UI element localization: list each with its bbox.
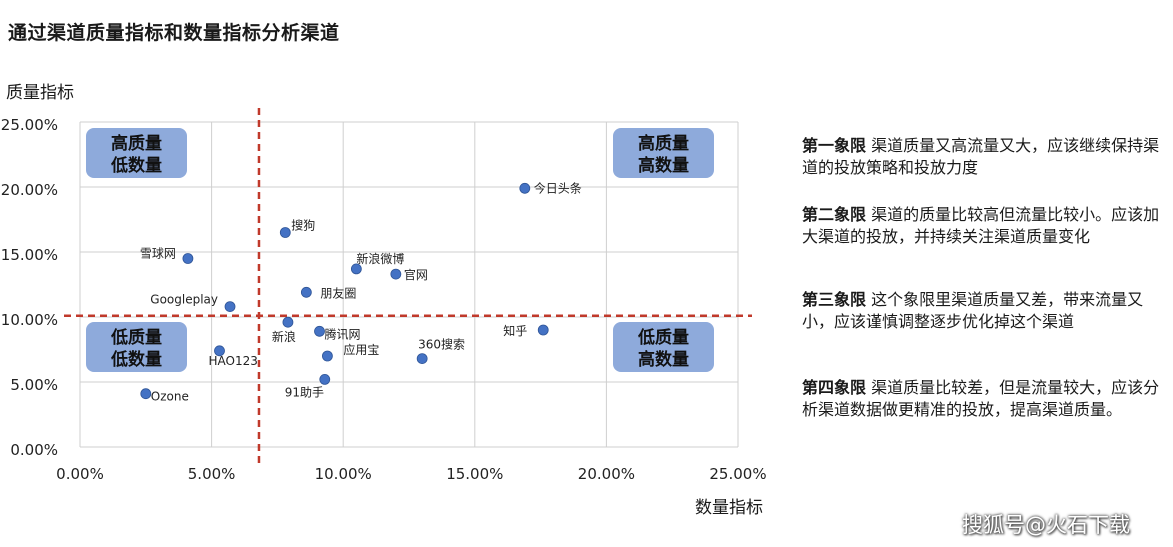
data-point [537, 324, 549, 336]
watermark: 搜狐号@火石下载 [962, 513, 1130, 537]
point-label: 官网 [404, 267, 428, 282]
point-label: 朋友圈 [320, 286, 356, 300]
x-tick-label: 0.00% [56, 465, 104, 483]
chart-title: 通过渠道质量指标和数量指标分析渠道 [8, 22, 340, 44]
quadrant-desc-2: 第二象限 渠道的质量比较高但流量比较小。应该加大渠道的投放，并持续关注渠道质量变… [802, 204, 1164, 248]
y-tick-label: 0.00% [10, 441, 58, 459]
point-label: 雪球网 [140, 247, 176, 261]
y-tick-label: 5.00% [10, 376, 58, 394]
x-tick-label: 20.00% [578, 465, 635, 483]
data-point [282, 316, 294, 328]
quadrant-box-high-quality-high-quantity [613, 128, 714, 178]
x-axis-label: 数量指标 [695, 498, 763, 518]
quadrant-box-high-quality-low-quantity [86, 128, 187, 178]
point-label: 91助手 [285, 385, 324, 399]
quadrant-desc-4: 第四象限 渠道质量比较差，但是流量较大，应该分析渠道数据做更精准的投放，提高渠道… [802, 377, 1164, 421]
quadrant-desc-4-head: 第四象限 [802, 378, 867, 397]
y-axis-label: 质量指标 [6, 83, 74, 103]
data-point [416, 353, 428, 365]
data-point [350, 263, 362, 275]
x-tick-label: 15.00% [446, 465, 503, 483]
data-point [279, 227, 291, 238]
data-point [519, 182, 531, 194]
quadrant-desc-1-head: 第一象限 [802, 136, 867, 155]
data-point [300, 286, 312, 298]
quadrant-desc-3: 第三象限 这个象限里渠道质量又差，带来流量又小，应该谨慎调整逐步优化掉这个渠道 [802, 289, 1164, 333]
quadrant-box-low-quality-high-quantity-line2: 高数量 [638, 349, 689, 370]
data-point [214, 345, 225, 357]
x-tick-label: 10.00% [315, 465, 372, 483]
point-label: 360搜索 [418, 337, 465, 352]
quadrant-box-low-quality-high-quantity [613, 322, 714, 372]
data-point [224, 301, 236, 313]
point-label: HAO123 [208, 354, 257, 368]
quadrant-desc-1: 第一象限 渠道质量又高流量又大，应该继续保持渠道的投放策略和投放力度 [802, 135, 1164, 179]
data-point [182, 253, 194, 264]
quadrant-desc-1-text: 渠道质量又高流量又大，应该继续保持渠道的投放策略和投放力度 [802, 136, 1160, 177]
point-label: 新浪 [272, 329, 296, 344]
quadrant-desc-4-text: 渠道质量比较差，但是流量较大，应该分析渠道数据做更精准的投放，提高渠道质量。 [802, 378, 1160, 419]
quadrant-box-high-quality-low-quantity-line1: 高质量 [111, 133, 162, 154]
y-tick-label: 15.00% [1, 246, 58, 264]
quadrant-box-high-quality-low-quantity-line2: 低数量 [110, 155, 162, 176]
quadrant-box-high-quality-high-quantity-line2: 高数量 [638, 155, 689, 176]
data-point [140, 388, 152, 400]
point-label: 今日头条 [534, 180, 582, 195]
point-label: Googleplay [150, 293, 218, 307]
y-tick-label: 25.00% [1, 116, 58, 134]
quadrant-box-low-quality-low-quantity-line2: 低数量 [110, 349, 162, 370]
point-label: 应用宝 [343, 342, 379, 357]
quadrant-box-low-quality-low-quantity [86, 322, 187, 372]
y-tick-label: 10.00% [1, 311, 58, 329]
quadrant-desc-3-text: 这个象限里渠道质量又差，带来流量又小，应该谨慎调整逐步优化掉这个渠道 [802, 290, 1144, 331]
point-label: Ozone [151, 390, 189, 404]
point-label: 新浪微博 [356, 251, 404, 266]
x-tick-label: 5.00% [188, 465, 236, 483]
x-tick-label: 25.00% [709, 465, 766, 483]
quadrant-desc-2-head: 第二象限 [802, 205, 867, 224]
quadrant-box-low-quality-low-quantity-line1: 低质量 [110, 327, 162, 348]
data-point [390, 268, 402, 280]
point-label: 知乎 [503, 324, 527, 338]
y-tick-label: 20.00% [1, 181, 58, 199]
quadrant-desc-2-text: 渠道的质量比较高但流量比较小。应该加大渠道的投放，并持续关注渠道质量变化 [802, 205, 1160, 246]
data-point [322, 350, 333, 362]
quadrant-desc-3-head: 第三象限 [802, 290, 867, 309]
data-point [314, 325, 325, 337]
quadrant-box-low-quality-high-quantity-line1: 低质量 [637, 327, 689, 348]
data-point [319, 373, 331, 385]
quadrant-box-high-quality-high-quantity-line1: 高质量 [638, 133, 689, 154]
point-label: 搜狗 [291, 218, 315, 233]
point-label: 腾讯网 [325, 326, 361, 341]
